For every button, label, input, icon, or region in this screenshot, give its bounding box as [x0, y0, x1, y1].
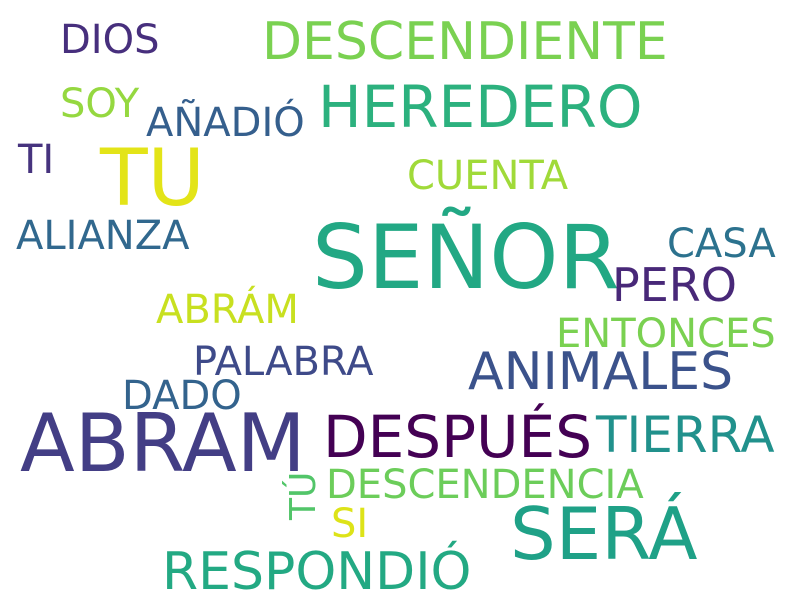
- word-tu-accent: TÚ: [283, 471, 324, 520]
- word-dado: DADO: [122, 373, 242, 419]
- word-animales: ANIMALES: [468, 342, 734, 402]
- word-dios: DIOS: [60, 17, 160, 63]
- word-entonces: ENTONCES: [556, 311, 776, 357]
- word-respondio: RESPONDIÓ: [162, 542, 472, 600]
- word-descendiente: DESCENDIENTE: [262, 12, 668, 72]
- word-heredero: HEREDERO: [318, 73, 643, 141]
- word-tierra: TIERRA: [596, 406, 775, 464]
- word-sera: SERÁ: [510, 492, 698, 576]
- word-tu: TU: [100, 134, 205, 224]
- word-alianza: ALIANZA: [16, 213, 190, 259]
- word-senor: SEÑOR: [312, 206, 620, 309]
- word-abram-accent: ABRÁM: [156, 287, 299, 333]
- word-soy: SOY: [60, 81, 140, 127]
- word-palabra: PALABRA: [193, 339, 374, 385]
- word-abram: ABRAM: [20, 397, 306, 490]
- word-descendencia: DESCENDENCIA: [326, 462, 644, 508]
- word-casa: CASA: [667, 221, 776, 267]
- word-pero: PERO: [612, 258, 737, 312]
- word-despues: DESPUÉS: [323, 403, 593, 471]
- word-ti: TI: [18, 137, 55, 183]
- word-cuenta: CUENTA: [407, 153, 569, 199]
- word-anadio: AÑADIÓ: [146, 100, 305, 146]
- word-si: SI: [331, 501, 369, 547]
